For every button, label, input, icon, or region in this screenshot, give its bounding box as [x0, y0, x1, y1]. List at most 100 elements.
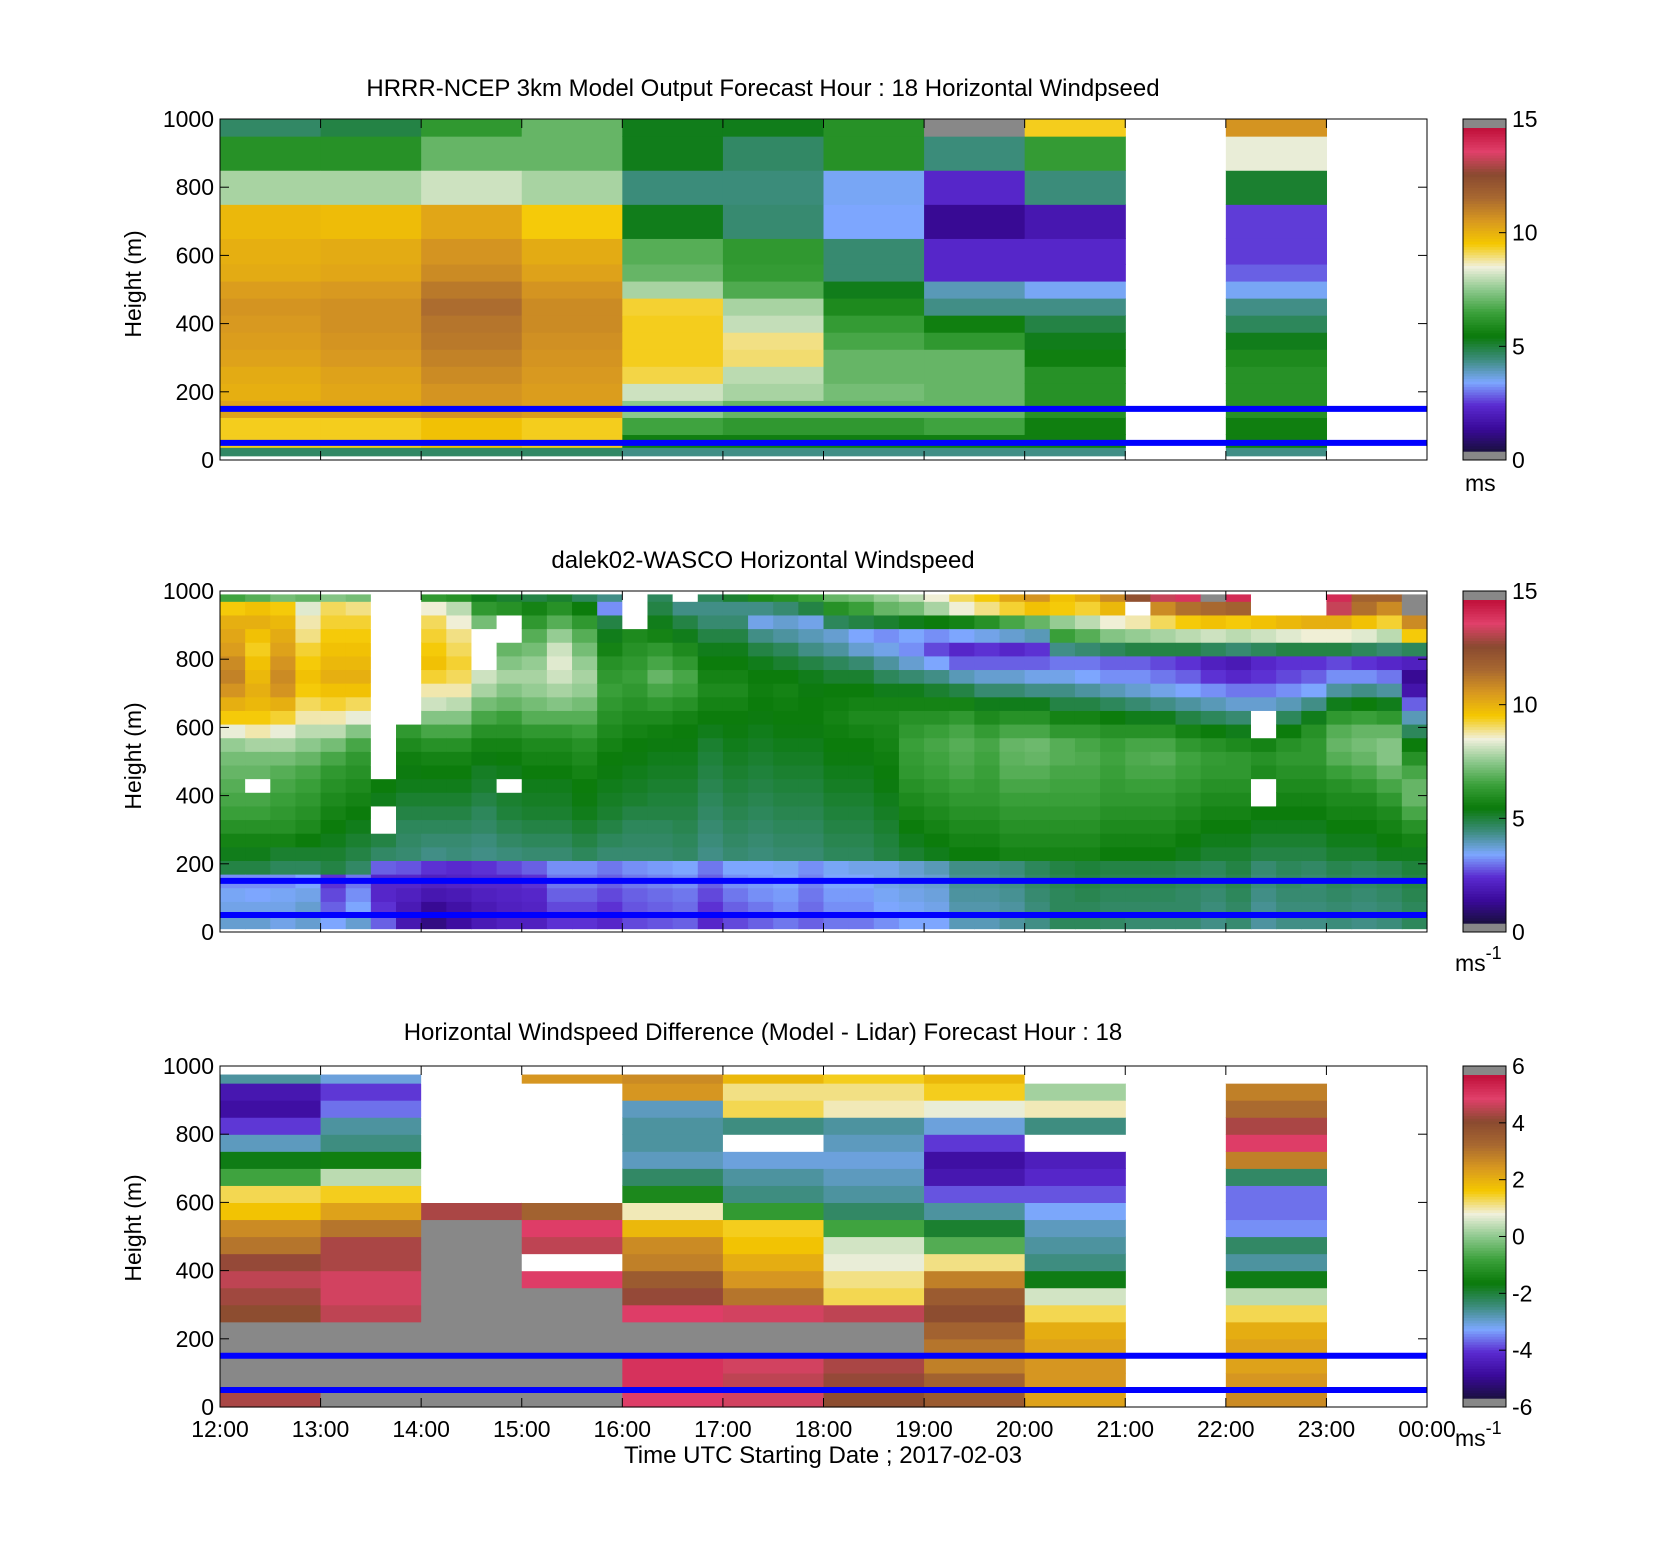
- heatmap-cell: [974, 833, 1001, 848]
- colorbar-tick-label: 0: [1512, 919, 1525, 945]
- heatmap-cell: [521, 1236, 623, 1255]
- heatmap-cell: [446, 614, 473, 630]
- heatmap-cell: [521, 846, 548, 861]
- heatmap-cell: [521, 349, 623, 367]
- heatmap-cell: [622, 1321, 724, 1340]
- heatmap-cell: [1150, 846, 1177, 861]
- colorbar-swatch: [1463, 160, 1506, 164]
- heatmap-cell: [1401, 723, 1428, 739]
- heatmap-cell: [1276, 737, 1302, 752]
- heatmap-cell: [446, 833, 473, 848]
- heatmap-cell: [1301, 628, 1328, 643]
- heatmap-cell: [722, 238, 825, 265]
- colorbar-swatch: [1463, 1376, 1506, 1380]
- heatmap-cell: [1150, 601, 1177, 616]
- heatmap-cell: [597, 669, 623, 684]
- heatmap-cell: [974, 887, 1001, 902]
- heatmap-cell: [320, 1338, 422, 1357]
- heatmap-cell: [572, 887, 598, 902]
- heatmap-cell: [1225, 846, 1252, 861]
- heatmap-cell: [722, 1287, 825, 1306]
- heatmap-cell: [471, 778, 498, 793]
- heatmap-cell: [345, 833, 372, 848]
- heatmap-cell: [270, 805, 297, 821]
- heatmap-cell: [748, 860, 774, 875]
- colorbar-swatch: [1463, 729, 1506, 733]
- heatmap-cell: [1150, 805, 1177, 821]
- heatmap-cell: [722, 833, 749, 848]
- heatmap-cell: [823, 1372, 925, 1391]
- heatmap-cell: [370, 655, 397, 671]
- heatmap-cell: [823, 764, 850, 780]
- heatmap-cell: [320, 170, 422, 205]
- heatmap-cell: [697, 628, 724, 643]
- heatmap-cell: [722, 1321, 825, 1340]
- heatmap-cell: [597, 819, 623, 834]
- heatmap-cell: [1024, 778, 1051, 793]
- heatmap-cell: [622, 792, 649, 807]
- heatmap-cell: [345, 737, 372, 752]
- heatmap-cell: [1301, 792, 1328, 807]
- colorbar-swatch: [1463, 836, 1506, 841]
- heatmap-cell: [572, 901, 598, 916]
- heatmap-cell: [1200, 846, 1227, 861]
- heatmap-cell: [1351, 669, 1378, 684]
- heatmap-cell: [320, 1117, 422, 1135]
- heatmap-cell: [1376, 594, 1403, 602]
- heatmap-cell: [421, 366, 523, 384]
- colorbar-swatch: [1463, 227, 1506, 231]
- colorbar-swatch: [1463, 1217, 1506, 1222]
- heatmap-cell: [1225, 792, 1252, 807]
- heatmap-cell: [898, 901, 925, 916]
- heatmap-cell: [421, 204, 523, 239]
- heatmap-cell: [245, 628, 271, 643]
- heatmap-cell: [421, 628, 447, 643]
- heatmap-cell: [873, 778, 900, 793]
- heatmap-cell: [999, 792, 1026, 807]
- heatmap-cell: [1225, 710, 1252, 725]
- heatmap-cell: [898, 860, 925, 875]
- heatmap-cell: [1301, 642, 1328, 657]
- heatmap-cell: [220, 332, 322, 350]
- heatmap-cell: [823, 833, 850, 848]
- heatmap-cell: [1401, 669, 1428, 684]
- heatmap-cell: [345, 628, 372, 643]
- heatmap-cell: [220, 1253, 322, 1272]
- heatmap-cell: [295, 594, 322, 602]
- heatmap-cell: [748, 833, 774, 848]
- heatmap-cell: [1225, 737, 1252, 752]
- colorbar-swatch: [1463, 1252, 1506, 1257]
- heatmap-cell: [496, 710, 523, 725]
- colorbar-swatch: [1463, 265, 1506, 269]
- colorbar-swatch: [1463, 173, 1506, 178]
- heatmap-cell: [722, 1389, 825, 1408]
- heatmap-cell: [270, 846, 297, 861]
- heatmap-cell: [370, 778, 397, 793]
- heatmap-cell: [471, 642, 498, 657]
- heatmap-cell: [1351, 696, 1378, 711]
- heatmap-cell: [798, 601, 825, 616]
- heatmap-cell: [823, 1074, 925, 1084]
- y-axis-label: Height (m): [120, 702, 146, 809]
- heatmap-cell: [823, 1100, 925, 1118]
- colorbar-swatch: [1463, 761, 1506, 765]
- x-tick-label: 16:00: [594, 1416, 652, 1442]
- heatmap-cell: [421, 764, 447, 780]
- heatmap-cell: [1351, 737, 1378, 752]
- heatmap-cell: [421, 1253, 523, 1272]
- heatmap-cell: [924, 805, 950, 821]
- heatmap-cell: [1024, 417, 1126, 436]
- heatmap-cell: [1074, 860, 1101, 875]
- heatmap-cell: [823, 737, 850, 752]
- heatmap-cell: [848, 614, 875, 630]
- heatmap-cell: [220, 764, 246, 780]
- colorbar-swatch: [1463, 785, 1506, 790]
- heatmap-cell: [1049, 792, 1076, 807]
- heatmap-cell: [421, 819, 447, 834]
- heatmap-cell: [1175, 819, 1202, 834]
- heatmap-cell: [949, 628, 975, 643]
- heatmap-cell: [848, 887, 875, 902]
- heatmap-cell: [320, 696, 347, 711]
- heatmap-cell: [572, 792, 598, 807]
- colorbar-cap-high: [1463, 1066, 1506, 1075]
